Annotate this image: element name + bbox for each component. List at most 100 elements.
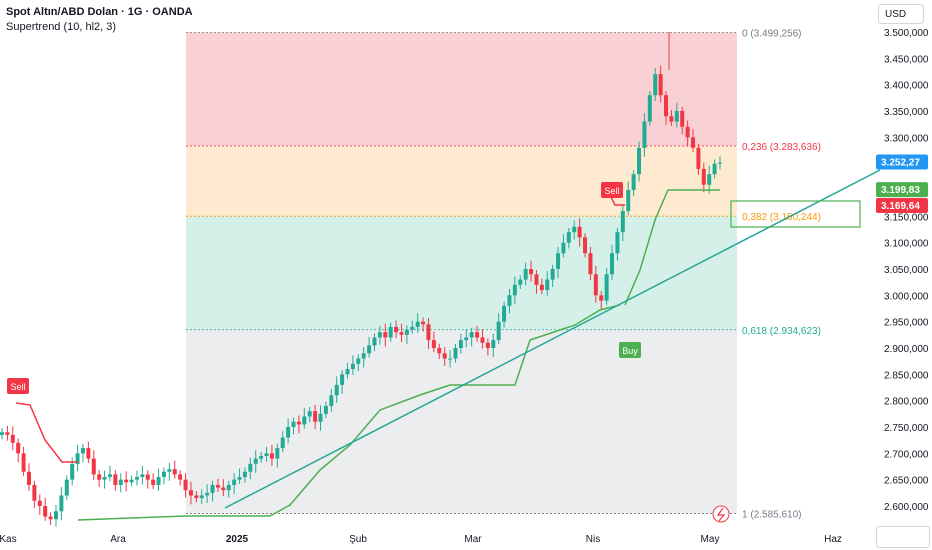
candle-body — [64, 479, 69, 496]
candle-body — [80, 448, 85, 454]
candle-body — [388, 326, 393, 338]
candle-body — [496, 321, 501, 341]
candle-body — [286, 427, 291, 438]
price-label-bg — [876, 197, 928, 213]
supertrend-line — [77, 304, 621, 521]
candle-body — [275, 448, 280, 459]
candle-body — [469, 332, 474, 338]
signal-sell-label: Sell — [10, 382, 25, 392]
candle-body — [134, 477, 139, 480]
candle-body — [696, 147, 701, 169]
y-axis-tick: 2.600,000 — [884, 502, 929, 513]
candle-body — [658, 74, 663, 96]
candle-body — [653, 74, 658, 96]
candle-body — [491, 340, 496, 348]
y-axis-tick: 2.700,000 — [884, 449, 929, 460]
y-axis-tick: 3.350,000 — [884, 107, 929, 118]
currency-selector[interactable]: USD — [878, 4, 924, 24]
candle-body — [215, 484, 220, 488]
candle-body — [26, 471, 31, 485]
price-label-bg — [876, 154, 928, 170]
candle-body — [550, 269, 555, 280]
candle-body — [221, 487, 226, 491]
candle-body — [523, 269, 528, 280]
candle-body — [620, 211, 625, 233]
indicator-legend[interactable]: Supertrend (10, hl2, 3) — [6, 21, 117, 33]
candle-body — [102, 477, 107, 480]
fib-zone — [186, 145, 737, 217]
fib-zone — [186, 329, 737, 514]
y-axis-tick: 2.650,000 — [884, 476, 929, 487]
candle-body — [313, 411, 318, 422]
candle-body — [334, 384, 339, 396]
x-axis-tick: Ara — [110, 534, 126, 545]
candle-body — [32, 484, 37, 501]
signal-sell-badge — [7, 378, 29, 394]
candle-body — [307, 411, 312, 417]
candle-body — [647, 95, 652, 122]
candle-body — [485, 342, 490, 348]
candle-body — [399, 332, 404, 335]
candle-body — [210, 484, 215, 493]
candle-body — [156, 477, 161, 485]
candle-body — [296, 421, 301, 425]
candle-body — [631, 174, 636, 190]
candle-body — [448, 358, 453, 360]
candle-body — [113, 474, 118, 485]
candle-body — [593, 274, 598, 296]
candle-body — [637, 147, 642, 175]
candle-body — [323, 405, 328, 414]
candle-body — [318, 413, 323, 422]
candle-body — [205, 492, 210, 496]
trendline — [224, 169, 881, 509]
candle-body — [53, 511, 58, 520]
candle-body — [242, 471, 247, 478]
y-axis-tick: 3.500,000 — [884, 28, 929, 39]
signal-sell-badge — [601, 182, 623, 198]
price-label: 3.252,27 — [881, 157, 920, 168]
candle-body — [329, 395, 334, 406]
fib-level-label: 0,382 (3.150,244) — [742, 212, 821, 223]
fib-level-label: 0,236 (3.283,636) — [742, 142, 821, 153]
candle-body — [161, 471, 166, 478]
price-label-bg — [876, 182, 928, 198]
y-axis-tick: 2.850,000 — [884, 370, 929, 381]
candle-body — [264, 453, 269, 456]
candle-body — [421, 321, 426, 325]
candle-body — [43, 506, 48, 517]
signal-sell-label: Sell — [604, 186, 619, 196]
candle-body — [512, 284, 517, 296]
candle-body — [183, 479, 188, 491]
signal-buy-badge — [619, 342, 641, 358]
candle-body — [356, 358, 361, 364]
candle-body — [502, 305, 507, 322]
candle-body — [280, 437, 285, 449]
candle-body — [48, 516, 53, 520]
candle-body — [340, 374, 345, 385]
candle-body — [129, 479, 134, 483]
highlight-box — [730, 200, 861, 228]
candle-body — [680, 111, 685, 127]
candle-body — [253, 458, 258, 464]
candle-body — [151, 479, 156, 485]
fib-level-label: 0 (3.499,256) — [742, 28, 802, 39]
candle-body — [701, 168, 706, 185]
x-axis-tick: Nis — [586, 534, 600, 545]
candle-body — [5, 432, 10, 435]
candle-body — [599, 295, 604, 301]
y-axis-tick: 3.400,000 — [884, 81, 929, 92]
candle-body — [367, 345, 372, 354]
candle-body — [464, 337, 469, 341]
candle-body — [712, 163, 717, 175]
candle-body — [453, 348, 458, 359]
candle-body — [545, 279, 550, 291]
axis-settings-button[interactable] — [876, 526, 930, 548]
candle-body — [577, 226, 582, 238]
candle-body — [86, 448, 91, 459]
candle-body — [172, 469, 177, 475]
candle-body — [691, 137, 696, 148]
lightning-icon — [712, 505, 730, 523]
candle-body — [91, 458, 96, 475]
candle-body — [107, 474, 112, 478]
